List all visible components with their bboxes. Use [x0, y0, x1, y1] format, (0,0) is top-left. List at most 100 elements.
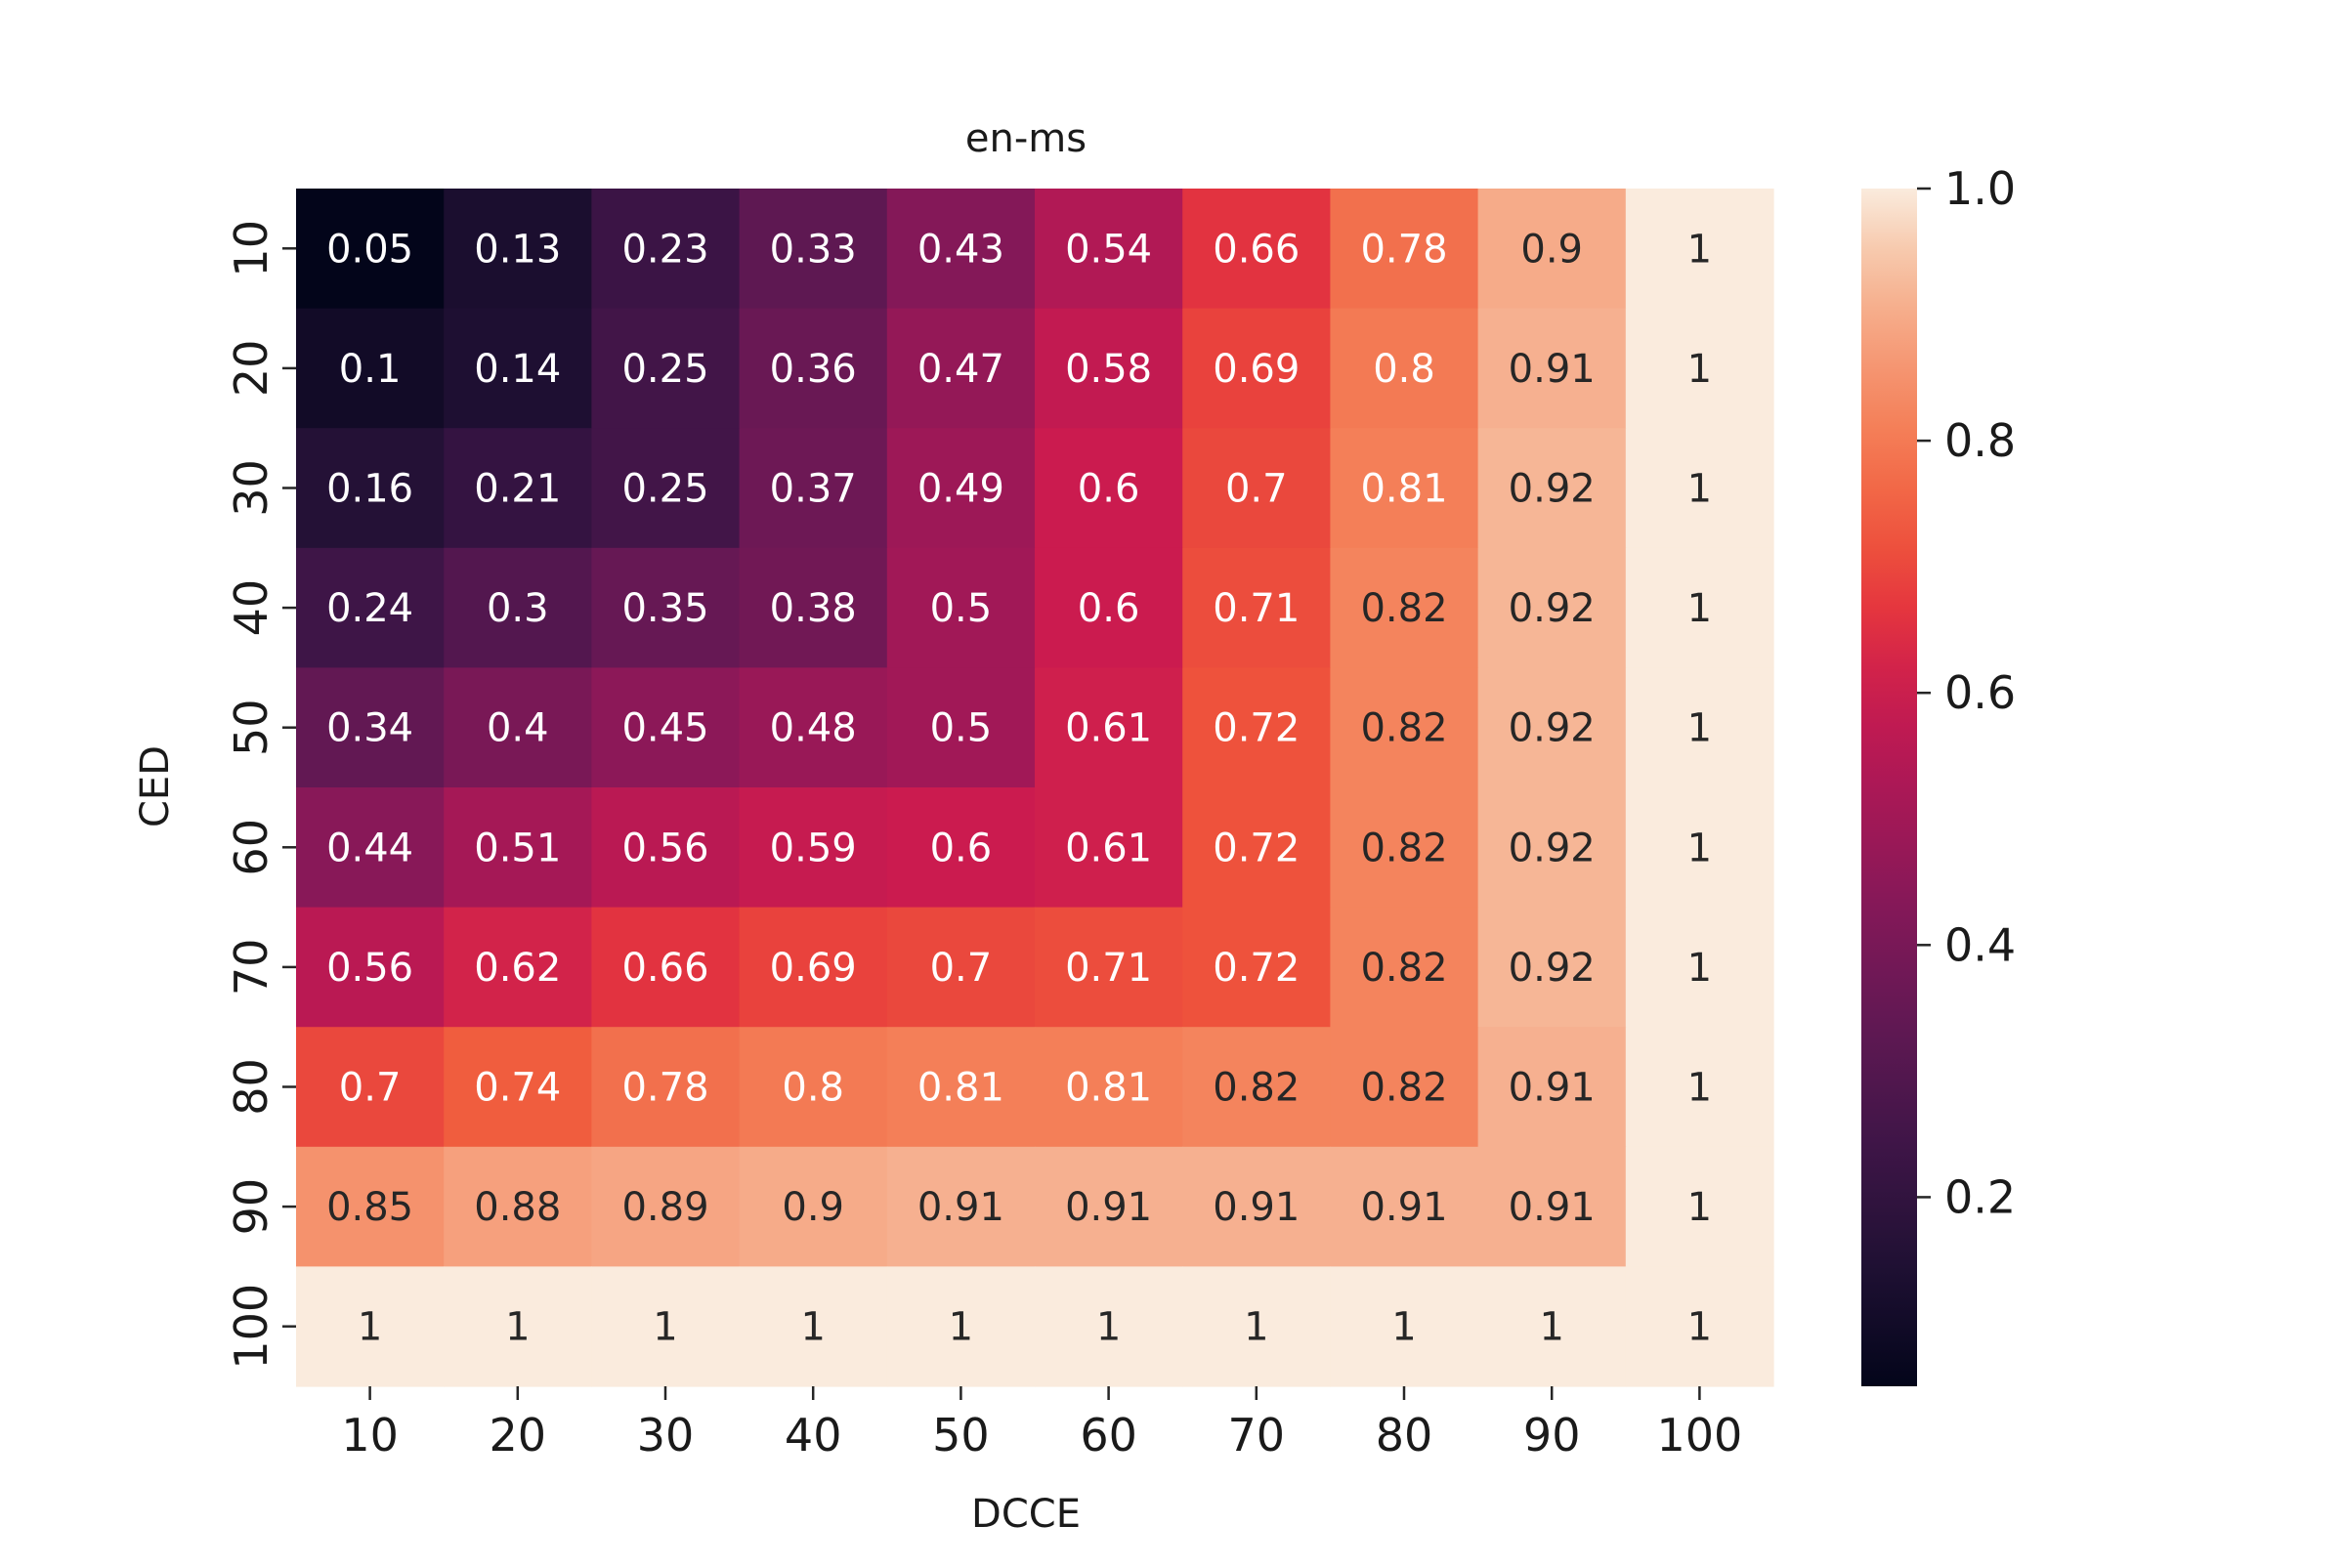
heatmap-cell	[1625, 1266, 1774, 1387]
cell-value-label: 0.59	[770, 826, 857, 870]
heatmap-cell	[1330, 1266, 1479, 1387]
cell-value-label: 0.91	[1065, 1185, 1152, 1230]
x-tick-label: 80	[1376, 1409, 1433, 1462]
cell-value-label: 0.6	[930, 826, 993, 870]
heatmap-cell	[1330, 1027, 1479, 1148]
cell-value-label: 1	[1687, 946, 1712, 991]
cell-value-label: 0.62	[474, 946, 561, 991]
heatmap-cell	[591, 907, 741, 1028]
cell-value-label: 1	[1687, 586, 1712, 631]
cell-value-label: 1	[1687, 1305, 1712, 1350]
cell-value-label: 1	[505, 1305, 530, 1350]
heatmap-cell	[886, 547, 1036, 668]
heatmap-cell	[296, 547, 445, 668]
heatmap-cell	[886, 1027, 1036, 1148]
heatmap-cell	[1035, 1266, 1183, 1387]
cell-value-label: 0.37	[770, 467, 857, 512]
heatmap-cell	[1035, 1027, 1183, 1148]
cell-value-label: 0.82	[1360, 706, 1447, 751]
y-tick-label: 30	[225, 459, 277, 517]
colorbar-tick-label: 0.8	[1944, 414, 2016, 467]
heatmap-cell	[739, 428, 888, 549]
cell-value-label: 0.69	[770, 946, 857, 991]
heatmap-cell	[1477, 189, 1627, 310]
x-tick-label: 60	[1080, 1409, 1137, 1462]
cell-value-label: 0.85	[326, 1185, 413, 1230]
heatmap-cell	[591, 667, 741, 788]
cell-value-label: 1	[1687, 706, 1712, 751]
cell-value-label: 0.7	[339, 1066, 402, 1111]
heatmap-cell	[444, 1027, 592, 1148]
x-tick-label: 90	[1523, 1409, 1581, 1462]
heatmap-cell	[1625, 428, 1774, 549]
heatmap-cell	[739, 547, 888, 668]
heatmap-cell	[296, 189, 445, 310]
x-tick-label: 30	[637, 1409, 695, 1462]
cell-value-label: 0.92	[1509, 706, 1596, 751]
heatmap-cell	[444, 907, 592, 1028]
cell-value-label: 0.05	[326, 227, 413, 272]
cell-value-label: 0.78	[1360, 227, 1447, 272]
cell-value-label: 0.66	[621, 946, 708, 991]
cell-value-label: 0.3	[487, 586, 549, 631]
heatmap-cell	[1625, 1146, 1774, 1267]
heatmap-cell	[444, 547, 592, 668]
y-tick-label: 100	[225, 1284, 277, 1370]
y-tick-label: 50	[225, 699, 277, 756]
heatmap-cell	[591, 547, 741, 668]
heatmap-cell	[1625, 308, 1774, 429]
cell-value-label: 0.34	[326, 706, 413, 751]
cell-value-label: 0.72	[1213, 706, 1300, 751]
colorbar-tick-label: 0.4	[1944, 918, 2016, 971]
cell-value-label: 0.66	[1213, 227, 1300, 272]
heatmap-cell	[1035, 189, 1183, 310]
y-axis-ticks: 10 20 30 40 50 60 70 80 90 100	[225, 220, 296, 1370]
heatmap-cell	[886, 1266, 1036, 1387]
heatmap-cell	[1330, 547, 1479, 668]
cell-value-label: 0.81	[1360, 467, 1447, 512]
cell-value-label: 0.8	[782, 1066, 844, 1111]
heatmap-cell	[1035, 907, 1183, 1028]
heatmap-cell	[1182, 1266, 1331, 1387]
heatmap-cell	[1477, 667, 1627, 788]
cell-value-label: 0.35	[621, 586, 708, 631]
cell-value-label: 0.45	[621, 706, 708, 751]
heatmap-cell	[1477, 547, 1627, 668]
cell-value-label: 1	[949, 1305, 973, 1350]
cell-value-label: 1	[800, 1305, 825, 1350]
cell-value-label: 0.16	[326, 467, 413, 512]
x-axis-label: DCCE	[971, 1492, 1081, 1537]
cell-value-label: 0.81	[1065, 1066, 1152, 1111]
x-tick-label: 50	[932, 1409, 990, 1462]
cell-value-label: 0.5	[930, 706, 993, 751]
heatmap-cell	[1330, 428, 1479, 549]
heatmap-cell	[1182, 189, 1331, 310]
heatmap-cell	[1625, 1027, 1774, 1148]
heatmap-cell	[1330, 787, 1479, 909]
cell-value-label: 0.82	[1360, 826, 1447, 870]
heatmap-cell	[444, 189, 592, 310]
cell-value-label: 0.47	[917, 347, 1004, 392]
cell-value-label: 1	[1687, 826, 1712, 870]
heatmap-cell	[1625, 667, 1774, 788]
y-tick-label: 40	[225, 579, 277, 637]
heatmap-cell	[296, 787, 445, 909]
cell-value-label: 0.56	[621, 826, 708, 870]
heatmap-cell	[739, 1146, 888, 1267]
heatmap-cell	[591, 1146, 741, 1267]
cell-value-label: 0.92	[1509, 826, 1596, 870]
heatmap-cell	[591, 1027, 741, 1148]
cell-value-label: 0.91	[1213, 1185, 1300, 1230]
heatmap-cell	[1330, 1146, 1479, 1267]
cell-value-label: 0.61	[1065, 706, 1152, 751]
cell-value-label: 0.72	[1213, 826, 1300, 870]
cell-value-label: 0.88	[474, 1185, 561, 1230]
cell-value-label: 0.91	[1509, 347, 1596, 392]
cell-value-label: 0.92	[1509, 586, 1596, 631]
cell-value-label: 0.61	[1065, 826, 1152, 870]
cell-value-label: 0.91	[1360, 1185, 1447, 1230]
cell-value-label: 1	[1687, 467, 1712, 512]
heatmap-cell	[739, 667, 888, 788]
cell-value-label: 0.6	[1078, 586, 1140, 631]
